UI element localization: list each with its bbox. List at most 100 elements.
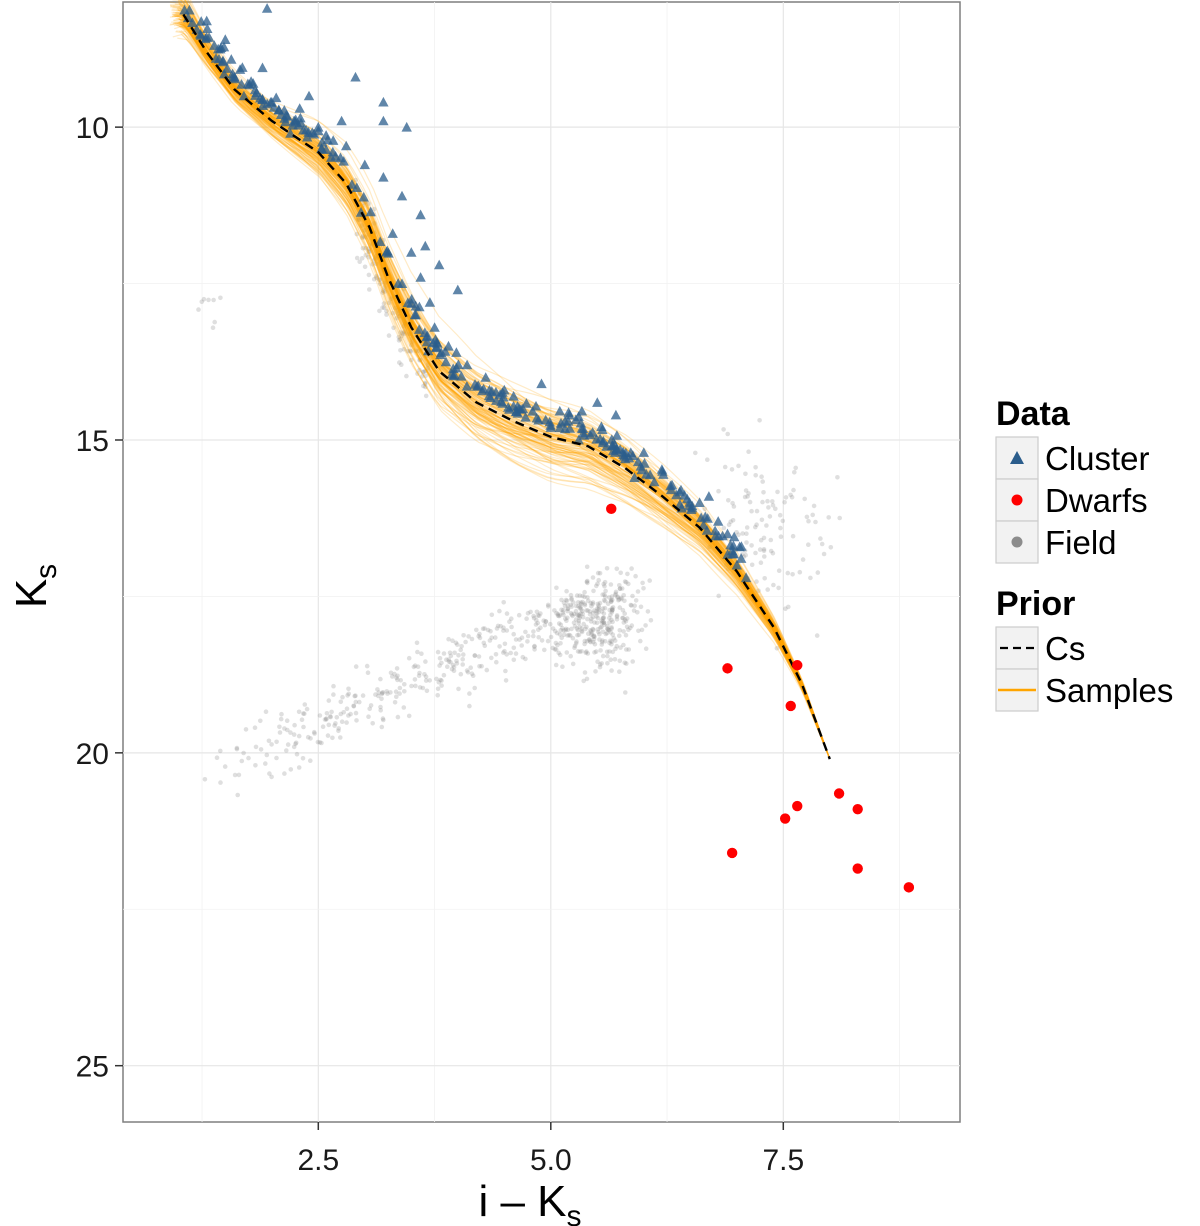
field-point [774, 646, 780, 651]
dwarf-point [852, 863, 863, 874]
dwarf-points [606, 503, 915, 893]
field-point [277, 730, 283, 735]
field-point [511, 645, 517, 651]
cluster-point [592, 397, 603, 407]
field-point [622, 660, 628, 666]
field-point [348, 711, 353, 717]
field-point [565, 606, 571, 611]
field-point [582, 638, 588, 644]
field-point [586, 598, 591, 603]
field-point [374, 275, 379, 281]
field-point [568, 653, 573, 659]
field-point [753, 465, 758, 470]
sample-curve [181, 16, 825, 745]
field-point [565, 627, 571, 632]
field-point [595, 606, 600, 611]
field-point [564, 650, 570, 655]
field-point [602, 584, 607, 589]
field-point [764, 523, 769, 528]
dwarf-point [722, 663, 733, 674]
cluster-point [449, 369, 460, 380]
field-point [808, 575, 813, 581]
field-point [420, 369, 426, 375]
field-point [253, 744, 259, 750]
field-point [580, 599, 585, 605]
field-point [398, 330, 403, 335]
field-point [745, 494, 750, 499]
field-point [599, 609, 605, 614]
field-point [599, 639, 605, 645]
field-point [603, 594, 608, 599]
cluster-point [527, 406, 538, 416]
field-point [571, 600, 576, 605]
field-point [554, 585, 559, 591]
field-point [366, 272, 372, 278]
field-point [608, 599, 614, 604]
field-point [552, 608, 557, 613]
field-point [617, 597, 622, 602]
field-point [560, 664, 565, 669]
dwarf-point [785, 700, 796, 712]
field-point [581, 678, 586, 684]
cluster-point [644, 469, 656, 480]
field-point [374, 273, 379, 279]
field-point [624, 624, 630, 630]
field-point [393, 689, 399, 694]
field-point [351, 704, 357, 709]
field-point [356, 217, 362, 223]
field-point [384, 312, 389, 317]
dwarf-point [792, 660, 803, 671]
field-point [501, 650, 506, 655]
field-point [550, 626, 556, 631]
field-point [602, 622, 607, 627]
cluster-point [401, 121, 412, 132]
cluster-point [245, 76, 257, 86]
field-point [403, 320, 408, 325]
field-point [382, 289, 388, 294]
dwarf-point [852, 803, 863, 815]
field-point [404, 373, 409, 379]
field-point [597, 570, 603, 576]
sample-curve [189, 0, 823, 738]
field-point [744, 531, 749, 536]
cluster-point [187, 17, 198, 27]
field-point [552, 647, 558, 652]
field-point [476, 654, 482, 659]
field-point [596, 605, 602, 610]
cs-curve [182, 13, 831, 760]
field-point [631, 608, 637, 613]
field-point [497, 608, 502, 614]
field-point [584, 564, 590, 570]
legend-symbol-cluster [1010, 451, 1024, 464]
field-point [828, 545, 834, 550]
field-point [569, 596, 574, 601]
field-point [407, 348, 413, 354]
field-point [574, 612, 580, 618]
field-point [338, 735, 343, 740]
field-point [600, 619, 606, 624]
field-point [591, 627, 596, 632]
field-point [743, 488, 749, 493]
field-point [607, 607, 612, 613]
field-point [308, 736, 313, 741]
field-point [563, 616, 568, 621]
field-point [566, 632, 572, 638]
field-point [575, 600, 581, 605]
field-point [397, 337, 403, 342]
field-point [476, 633, 482, 639]
field-point [635, 610, 640, 615]
field-point [458, 647, 464, 653]
cluster-point [671, 489, 682, 500]
field-point [494, 659, 499, 665]
field-point [564, 618, 569, 623]
field-point [778, 525, 783, 531]
field-point [791, 487, 796, 493]
field-point [489, 635, 495, 640]
x-tick-label: 2.5 [297, 1144, 339, 1177]
field-point [296, 733, 302, 739]
field-point [336, 728, 341, 734]
field-point [762, 576, 767, 581]
field-point [532, 643, 537, 649]
field-point [354, 718, 359, 723]
field-point [437, 656, 443, 661]
